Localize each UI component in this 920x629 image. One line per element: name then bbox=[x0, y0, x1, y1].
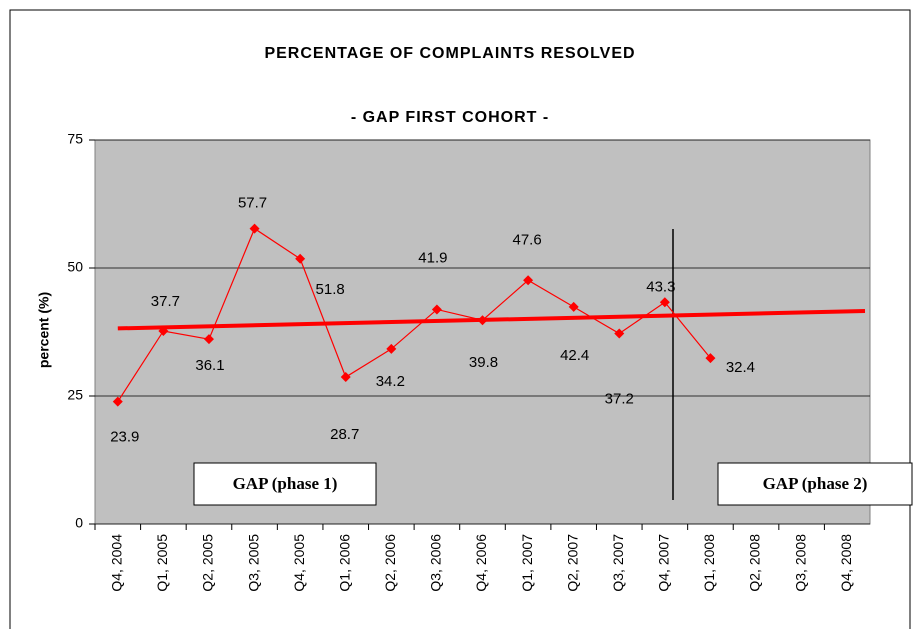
marker bbox=[249, 223, 260, 234]
data-label: 37.2 bbox=[605, 391, 634, 408]
data-label: 57.7 bbox=[238, 195, 267, 212]
trend-line bbox=[117, 309, 866, 331]
data-label: 36.1 bbox=[195, 357, 224, 374]
chart-title: PERCENTAGE OF COMPLAINTS RESOLVED bbox=[264, 45, 635, 62]
x-tick-label: Q3, 2006 bbox=[428, 534, 444, 592]
x-tick-label: Q3, 2008 bbox=[792, 534, 808, 592]
marker bbox=[340, 372, 351, 383]
x-tick-label: Q4, 2004 bbox=[108, 534, 124, 592]
annotation: GAP (phase 2) bbox=[763, 474, 868, 493]
marker bbox=[158, 325, 169, 336]
data-label: 28.7 bbox=[330, 426, 359, 443]
plot-area bbox=[94, 139, 871, 525]
data-label: 39.8 bbox=[469, 354, 498, 371]
data-label: 32.4 bbox=[726, 359, 755, 376]
marker bbox=[112, 396, 123, 407]
y-tick-label: 50 bbox=[67, 259, 83, 275]
data-label: 47.6 bbox=[512, 231, 541, 248]
x-tick-label: Q2, 2005 bbox=[200, 534, 216, 592]
x-tick-label: Q4, 2007 bbox=[656, 534, 672, 592]
annotation-box bbox=[717, 462, 913, 506]
data-label: 42.4 bbox=[560, 347, 589, 364]
marker bbox=[568, 301, 579, 312]
marker bbox=[523, 275, 534, 286]
x-tick-label: Q1, 2006 bbox=[336, 534, 352, 592]
x-tick-label: Q4, 2005 bbox=[291, 534, 307, 592]
annotation-box bbox=[193, 462, 377, 506]
x-tick-label: Q3, 2005 bbox=[245, 534, 261, 592]
marker bbox=[659, 297, 670, 308]
data-label: 23.9 bbox=[110, 429, 139, 446]
data-label: 34.2 bbox=[376, 373, 405, 390]
marker bbox=[431, 304, 442, 315]
x-tick-label: Q1, 2008 bbox=[701, 534, 717, 592]
y-tick-label: 25 bbox=[67, 387, 83, 403]
marker bbox=[203, 334, 214, 345]
x-tick-label: Q4, 2008 bbox=[838, 534, 854, 592]
y-tick-label: 75 bbox=[67, 131, 83, 147]
y-tick-label: 0 bbox=[75, 515, 83, 531]
x-tick-label: Q2, 2008 bbox=[747, 534, 763, 592]
annotation: GAP (phase 1) bbox=[233, 474, 338, 493]
data-label: 41.9 bbox=[418, 249, 447, 266]
x-tick-label: Q4, 2006 bbox=[473, 534, 489, 592]
x-tick-label: Q1, 2005 bbox=[154, 534, 170, 592]
series-line bbox=[117, 227, 711, 402]
x-tick-label: Q2, 2006 bbox=[382, 534, 398, 592]
x-tick-label: Q2, 2007 bbox=[564, 534, 580, 592]
chart-subtitle: - GAP FIRST COHORT - bbox=[351, 109, 549, 126]
y-axis-label: percent (%) bbox=[36, 292, 52, 368]
data-label: 51.8 bbox=[316, 281, 345, 298]
data-label: 37.7 bbox=[151, 293, 180, 310]
marker bbox=[295, 253, 306, 264]
x-tick-label: Q3, 2007 bbox=[610, 534, 626, 592]
marker bbox=[705, 353, 716, 364]
data-label: 43.3 bbox=[646, 278, 675, 295]
marker bbox=[614, 328, 625, 339]
x-tick-label: Q1, 2007 bbox=[519, 534, 535, 592]
marker bbox=[477, 315, 488, 326]
marker bbox=[386, 343, 397, 354]
